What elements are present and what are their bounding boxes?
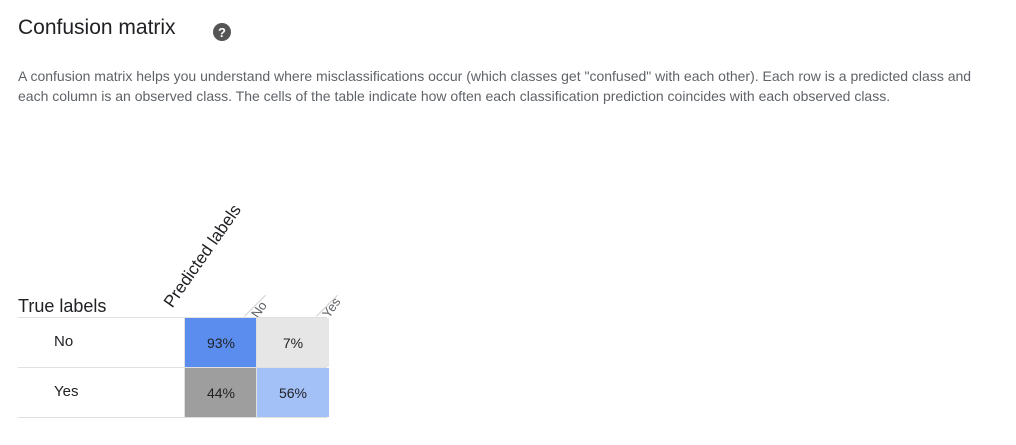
description-text: A confusion matrix helps you understand … <box>18 68 972 104</box>
column-axis-label: Predicted labels <box>160 200 245 311</box>
matrix-cell: 7% <box>256 318 329 367</box>
matrix-cell: 56% <box>256 368 329 417</box>
row-axis-label: True labels <box>18 296 107 316</box>
matrix-cell: 44% <box>184 368 257 417</box>
row-label: No <box>54 333 74 350</box>
matrix-row-no: No 93% 7% <box>18 317 329 367</box>
page-title: Confusion matrix <box>18 16 176 39</box>
row-label: Yes <box>54 383 79 400</box>
matrix-row-yes: Yes 44% 56% <box>18 367 329 418</box>
matrix-cell: 93% <box>184 318 257 367</box>
help-icon[interactable]: ? <box>213 23 231 41</box>
